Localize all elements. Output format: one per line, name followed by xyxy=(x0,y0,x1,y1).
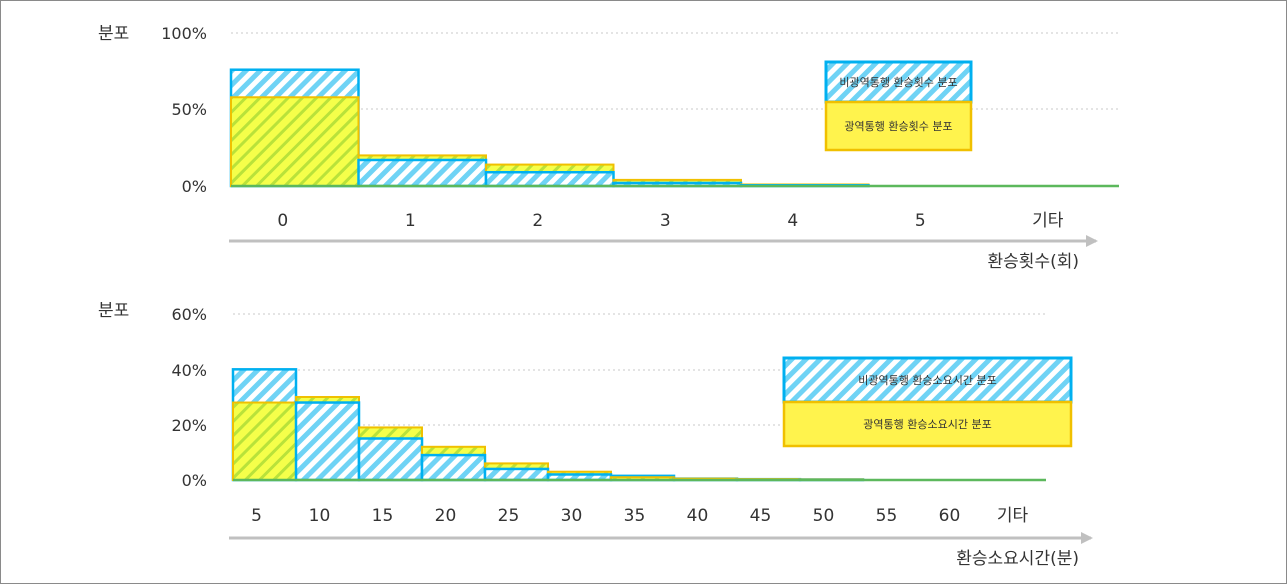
y-tick-label: 100% xyxy=(161,24,207,43)
x-tick-label: 5 xyxy=(251,506,262,526)
bar-wide-0 xyxy=(230,96,360,187)
x-tick-label: 20 xyxy=(435,506,457,526)
bar-nonwide-2 xyxy=(484,170,615,188)
y-axis-label: 분포 xyxy=(98,301,129,321)
legend-label-nonwide: 비광역통행 환승소요시간 분포 xyxy=(858,374,997,387)
x-tick-label: 5 xyxy=(915,211,926,231)
bar-nonwide-15 xyxy=(357,437,424,482)
x-tick-label: 10 xyxy=(309,506,331,526)
x-tick-label: 기타 xyxy=(1032,211,1064,231)
x-tick-label: 50 xyxy=(813,506,835,526)
x-tick-label: 0 xyxy=(277,211,288,231)
legend-label-nonwide: 비광역통행 환승횟수 분포 xyxy=(839,76,957,89)
bar-nonwide-1 xyxy=(357,158,488,188)
x-axis-label: 환승소요시간(분) xyxy=(956,549,1079,569)
y-axis-label: 분포 xyxy=(98,24,129,44)
x-tick-label: 1 xyxy=(405,211,416,231)
x-tick-label: 3 xyxy=(660,211,671,231)
y-tick-label: 0% xyxy=(182,471,207,490)
legend-label-wide: 광역통행 환승횟수 분포 xyxy=(844,120,952,133)
x-tick-label: 45 xyxy=(750,506,772,526)
legend-swatch-nonwide xyxy=(782,356,1073,404)
bar-nonwide-25 xyxy=(483,467,550,482)
y-tick-label: 40% xyxy=(171,361,207,380)
x-axis-label: 환승횟수(회) xyxy=(988,252,1079,272)
y-tick-label: 50% xyxy=(171,100,207,119)
bar-nonwide-10 xyxy=(294,401,361,482)
x-tick-label: 25 xyxy=(498,506,520,526)
x-tick-label: 2 xyxy=(532,211,543,231)
y-tick-label: 20% xyxy=(171,416,207,435)
x-tick-label: 4 xyxy=(787,211,798,231)
x-tick-label: 30 xyxy=(561,506,583,526)
legend-swatch-nonwide xyxy=(824,60,973,104)
legend-label-wide: 광역통행 환승소요시간 분포 xyxy=(863,418,991,431)
x-tick-label: 15 xyxy=(372,506,394,526)
x-tick-label: 35 xyxy=(624,506,646,526)
x-tick-label: 55 xyxy=(876,506,898,526)
legend-swatch-wide xyxy=(824,100,973,152)
legend-swatch-wide xyxy=(782,400,1073,448)
x-tick-label: 40 xyxy=(687,506,709,526)
x-tick-label: 기타 xyxy=(997,506,1029,526)
bar-wide-5 xyxy=(232,401,297,481)
x-tick-label: 60 xyxy=(939,506,961,526)
y-tick-label: 60% xyxy=(171,305,207,324)
bar-nonwide-20 xyxy=(420,453,487,482)
y-tick-label: 0% xyxy=(182,177,207,196)
